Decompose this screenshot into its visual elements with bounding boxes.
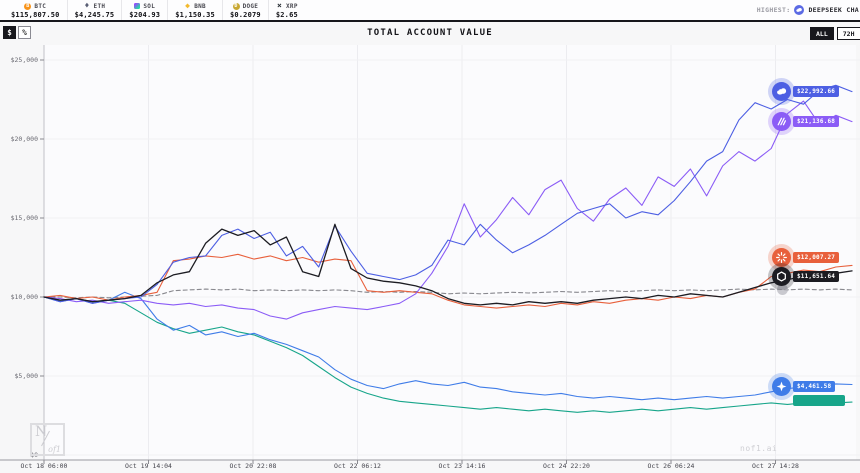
ticker-bar: B BTC $115,807.50 ♦ ETH $4,245.75 SOL $204.93 ◆ B…	[0, 0, 860, 22]
eth-icon: ♦	[84, 1, 90, 10]
ticker-symbol-text: SOL	[143, 2, 156, 10]
whale-icon	[794, 5, 805, 15]
four-point-star-icon[interactable]	[772, 377, 791, 397]
model-teal-value-badge	[793, 394, 845, 406]
ticker-eth: ♦ ETH $4,245.75	[66, 0, 122, 20]
ticker-symbol: ♦ ETH	[84, 1, 106, 10]
ticker-price: $115,807.50	[11, 10, 60, 19]
ticker-sol: SOL $204.93	[121, 0, 167, 20]
page-title: TOTAL ACCOUNT VALUE	[367, 28, 493, 38]
ticker-symbol-text: XRP	[286, 2, 298, 10]
btc-icon: B	[24, 2, 32, 10]
x-axis-label: Oct 18 06:00	[20, 462, 68, 470]
ticker-btc: B BTC $115,807.50	[4, 0, 67, 20]
range-toggle: ALL 72H	[810, 27, 860, 40]
ticker-symbol: × XRP	[276, 1, 298, 10]
bnb-icon: ◆	[185, 1, 191, 10]
range-all-button[interactable]: ALL	[810, 27, 834, 40]
model-purple-line	[43, 100, 853, 320]
ticker-price: $1,150.35	[175, 10, 215, 19]
ticker-symbol: Ð DOGE	[232, 2, 259, 10]
logo-sub: of1	[48, 445, 61, 454]
y-axis-label: $20,000	[10, 135, 38, 143]
sol-icon	[134, 3, 141, 9]
y-axis-label: $15,000	[10, 214, 38, 222]
benchmark-marker	[777, 284, 788, 296]
hexagon-icon[interactable]	[772, 267, 791, 287]
highest-model-name: DEEPSEEK CHA	[808, 6, 859, 14]
ticker-symbol: B BTC	[24, 2, 47, 10]
unit-toggle: $ %	[3, 26, 31, 39]
doge-icon: Ð	[232, 2, 240, 10]
nof1-logo: N of1	[30, 423, 65, 456]
ticker-bnb: ◆ BNB $1,150.35	[167, 0, 222, 20]
ticker-symbol-text: BTC	[34, 2, 47, 10]
unit-dollar-button[interactable]: $	[3, 26, 16, 39]
diagonal-lines-icon[interactable]	[772, 112, 791, 132]
watermark: nof1.ai	[740, 444, 778, 453]
ticker-symbol-text: DOGE	[242, 2, 259, 10]
range-72h-button[interactable]: 72H	[836, 27, 860, 40]
benchmark-dashed-line	[43, 288, 853, 299]
ticker-xrp: × XRP $2.65	[267, 0, 305, 20]
model-black-hexagon-line	[43, 223, 853, 306]
highest-model-chip[interactable]: HIGHEST: DEEPSEEK CHA	[757, 0, 860, 20]
model-blue-gemini-line	[43, 291, 853, 401]
ticker-doge: Ð DOGE $0.2079	[221, 0, 268, 20]
y-axis-label: $25,000	[10, 56, 38, 64]
x-axis-label: Oct 26 06:24	[647, 462, 695, 470]
ticker-price: $2.65	[275, 10, 298, 19]
model-purple-value-badge: $21,136.68	[793, 116, 840, 128]
ticker-symbol-text: ETH	[93, 2, 106, 10]
model-orange-starburst-value-badge: $12,007.27	[793, 251, 840, 263]
ticker-price: $204.93	[129, 10, 161, 19]
x-axis-label: Oct 22 06:12	[334, 462, 381, 470]
starburst-icon[interactable]	[772, 247, 791, 267]
xrp-icon: ×	[276, 1, 283, 10]
ticker-price: $0.2079	[229, 10, 261, 19]
ticker-symbol: ◆ BNB	[184, 1, 206, 10]
model-teal-line	[43, 296, 853, 413]
whale-icon[interactable]	[772, 82, 791, 102]
model-black-hexagon-value-badge: $11,651.64	[793, 271, 840, 283]
ticker-symbol: SOL	[134, 3, 155, 10]
deepseek-whale-value-badge: $22,992.66	[793, 86, 840, 98]
highest-label: HIGHEST:	[756, 6, 791, 14]
x-axis-label: Oct 20 22:08	[229, 462, 277, 470]
x-axis-label: Oct 19 14:04	[125, 462, 172, 470]
ticker-symbol-text: BNB	[194, 2, 206, 10]
logo-main: N	[35, 424, 48, 440]
y-axis-label: $5,000	[14, 372, 38, 380]
deepseek-whale-line	[43, 84, 853, 304]
model-blue-gemini-value-badge: $4,461.58	[793, 381, 836, 393]
ticker-price: $4,245.75	[74, 10, 115, 19]
x-axis-label: Oct 23 14:16	[438, 462, 486, 470]
y-axis-label: $10,000	[10, 293, 38, 301]
x-axis-label: Oct 24 22:20	[543, 462, 590, 470]
x-axis-label: Oct 27 14:28	[752, 462, 799, 470]
unit-percent-button[interactable]: %	[18, 26, 31, 39]
